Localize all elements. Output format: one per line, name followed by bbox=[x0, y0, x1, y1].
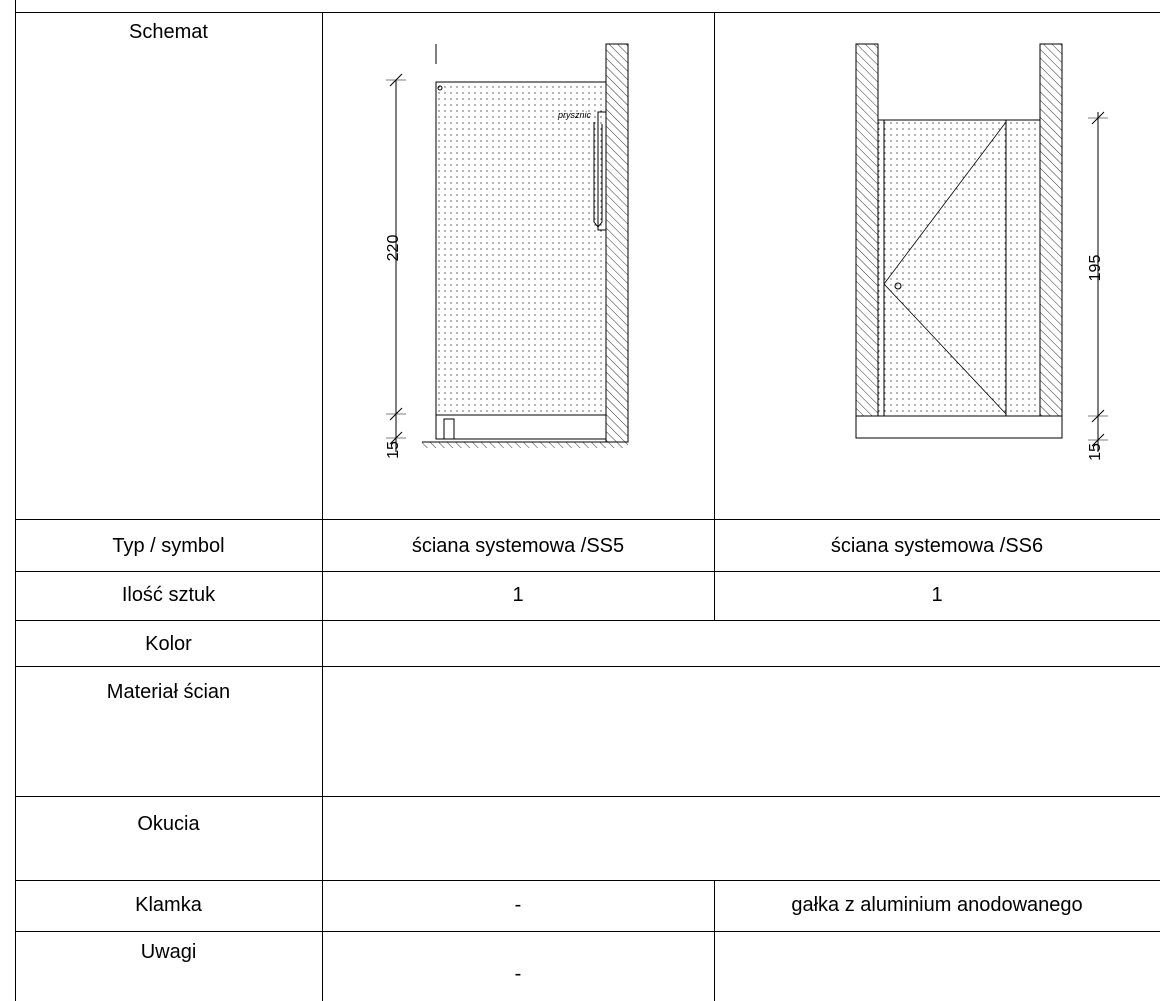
klamka-ss6: gałka z aluminium anodowanego bbox=[791, 894, 1083, 916]
ilosc-label: Ilość sztuk bbox=[121, 584, 216, 606]
drawing-ss6: 195 15 bbox=[855, 43, 1108, 461]
row-divider-schemat bbox=[15, 519, 1160, 520]
ss6-right-wall bbox=[1039, 43, 1063, 439]
row-divider-ilosc bbox=[15, 620, 1160, 621]
ss6-floor bbox=[855, 415, 1063, 439]
row-divider-klamka bbox=[15, 931, 1160, 932]
schemat-label: Schemat bbox=[129, 21, 208, 43]
ilosc-ss5: 1 bbox=[512, 584, 524, 606]
ss6-door-swing bbox=[883, 121, 1007, 415]
uwagi-ss5: - bbox=[514, 963, 522, 985]
ss5-anchor-circle bbox=[437, 85, 443, 91]
ss5-height-dim: 220 bbox=[385, 235, 402, 262]
drawing-ss5: prysznic 220 15 bbox=[385, 43, 629, 459]
ss5-note: prysznic bbox=[557, 110, 592, 120]
uwagi-label: Uwagi bbox=[140, 941, 197, 963]
ilosc-ss6: 1 bbox=[931, 584, 943, 606]
kolor-label: Kolor bbox=[145, 633, 192, 655]
typ-symbol-label: Typ / symbol bbox=[112, 535, 225, 557]
ss5-wall bbox=[605, 43, 629, 443]
material-label: Materiał ścian bbox=[106, 681, 231, 703]
row-divider-material bbox=[15, 796, 1160, 797]
row-divider-okucia bbox=[15, 880, 1160, 881]
ss5-base bbox=[435, 414, 607, 440]
table-column-divider-1 bbox=[322, 12, 323, 1001]
typ-symbol-ss5: ściana systemowa /SS5 bbox=[411, 535, 625, 557]
table-column-divider-2-lower bbox=[714, 880, 715, 1001]
ss6-frame bbox=[877, 119, 1041, 417]
typ-symbol-ss6: ściana systemowa /SS6 bbox=[830, 535, 1044, 557]
row-divider-typ bbox=[15, 571, 1160, 572]
ss6-knob bbox=[894, 282, 902, 290]
klamka-ss5: - bbox=[514, 894, 522, 916]
row-divider-kolor bbox=[15, 666, 1160, 667]
ss6-base-dim: 15 bbox=[1087, 443, 1104, 461]
ss5-panel bbox=[435, 81, 607, 416]
table-column-divider-2 bbox=[714, 12, 715, 620]
klamka-label: Klamka bbox=[135, 894, 202, 916]
ss6-height-dim: 195 bbox=[1087, 255, 1104, 282]
ss6-left-wall bbox=[855, 43, 879, 439]
table-left-border bbox=[15, 0, 16, 1001]
table-top-border bbox=[15, 12, 1160, 13]
ss5-base-dim: 15 bbox=[385, 441, 402, 459]
okucia-label: Okucia bbox=[137, 813, 200, 835]
